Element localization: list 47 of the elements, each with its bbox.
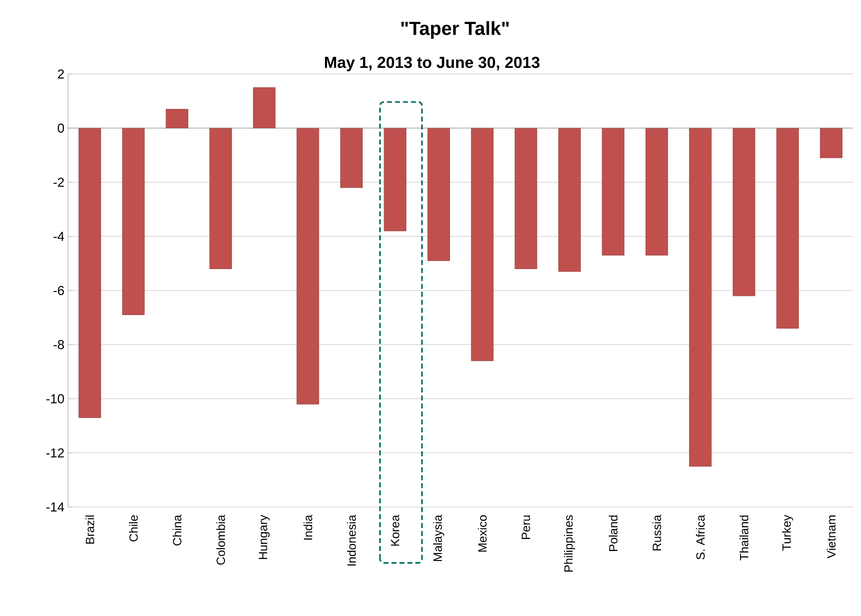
bar	[689, 128, 712, 467]
y-tick-label: -14	[46, 502, 64, 512]
y-tick-label: 0	[58, 124, 64, 133]
bar	[732, 128, 756, 296]
y-tick-label: -10	[46, 394, 64, 404]
bar	[646, 128, 668, 256]
bar	[209, 128, 232, 270]
y-tick-label: -8	[54, 340, 64, 350]
x-tick-label: Korea	[390, 514, 400, 546]
x-tick-label: Peru	[522, 516, 530, 540]
x-tick-label: China	[172, 514, 182, 546]
y-tick-label: 2	[58, 69, 64, 79]
x-tick-label: Turkey	[782, 514, 794, 551]
y-tick-label: -6	[54, 286, 64, 296]
bar	[253, 87, 276, 128]
x-tick-label: Malaysia	[433, 514, 444, 561]
y-tick-label: -2	[54, 178, 64, 187]
bar	[471, 128, 494, 362]
x-tick-label: Russia	[652, 514, 662, 550]
y-tick-label: -12	[46, 448, 64, 458]
x-tick-label: Indonesia	[347, 514, 356, 566]
x-tick-label: Chile	[129, 515, 138, 542]
bar	[776, 128, 799, 329]
x-tick-label: Mexico	[478, 515, 487, 552]
x-tick-label: S. Africa	[696, 514, 705, 560]
bar	[340, 128, 363, 188]
bar	[558, 128, 581, 272]
bar	[122, 128, 145, 316]
bar	[78, 128, 102, 418]
chart-subtitle: May 1, 2013 to June 30, 2013	[324, 56, 540, 72]
chart-title: "Taper Talk"	[401, 21, 509, 39]
x-tick-label: Thailand	[740, 516, 748, 560]
x-tick-label: Colombia	[216, 514, 226, 565]
bar	[166, 108, 188, 128]
bar	[428, 128, 450, 261]
x-tick-label: India	[303, 514, 312, 540]
bar	[820, 128, 842, 158]
bar	[514, 128, 538, 270]
bar	[296, 128, 320, 404]
x-tick-label: Philippines	[564, 515, 576, 572]
bar	[602, 128, 624, 256]
x-tick-label: Brazil	[85, 516, 94, 544]
x-tick-label: Hungary	[258, 514, 270, 559]
x-tick-label: Vietnam	[826, 516, 836, 558]
bar	[384, 128, 406, 232]
y-tick-label: -4	[54, 232, 64, 241]
x-tick-label: Poland	[608, 516, 618, 551]
